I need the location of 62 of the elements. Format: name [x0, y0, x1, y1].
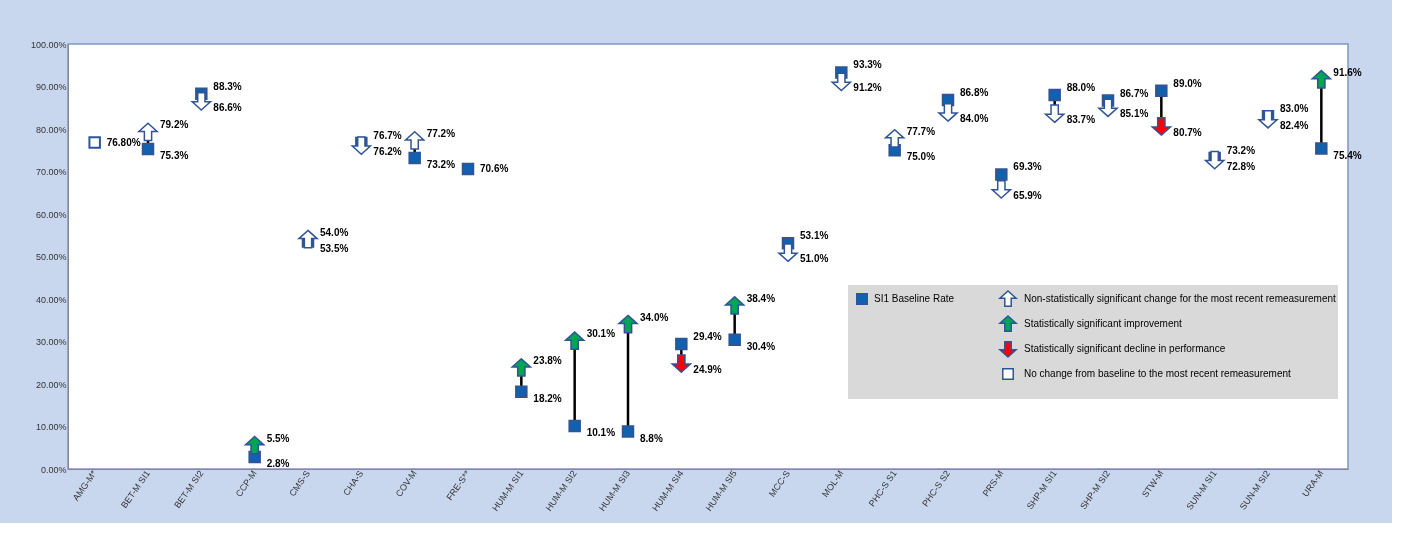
y-tick-label: 90.00%	[35, 82, 67, 92]
data-label: 24.9%	[693, 364, 722, 376]
y-tick-label: 50.00%	[35, 252, 67, 262]
legend-label: Non-statistically significant change for the most recent remeasurement	[1024, 293, 1337, 304]
data-label: 86.8%	[960, 87, 989, 99]
data-label: 80.7%	[1173, 127, 1202, 139]
data-label: 2.8%	[266, 458, 290, 470]
legend-label: Statistically significant improvement	[1024, 318, 1183, 329]
data-label: 34.0%	[640, 311, 669, 323]
data-label: 5.5%	[266, 432, 290, 444]
data-label: 76.80%	[106, 136, 141, 148]
data-label: 10.1%	[586, 427, 616, 439]
data-label: 72.8%	[1226, 160, 1256, 172]
y-tick-label: 80.00%	[35, 124, 67, 135]
data-label: 82.4%	[1280, 119, 1309, 131]
data-label: 85.1%	[1120, 108, 1149, 120]
data-label: 84.0%	[960, 113, 989, 124]
y-tick-label: 70.00%	[35, 167, 67, 177]
data-label: 54.0%	[320, 226, 349, 238]
data-label: 30.4%	[746, 340, 776, 352]
data-label: 70.6%	[480, 162, 509, 174]
data-label: 91.2%	[853, 82, 882, 94]
y-tick-label: 10.00%	[35, 422, 67, 432]
data-label: 75.4%	[1333, 149, 1362, 161]
data-label: 77.2%	[426, 127, 456, 139]
data-label: 30.1%	[586, 328, 616, 340]
data-label: 69.3%	[1013, 161, 1042, 173]
data-label: 29.4%	[693, 331, 722, 343]
data-label: 91.6%	[1333, 66, 1362, 78]
data-label: 23.8%	[533, 354, 562, 366]
legend-label: No change from baseline to the most recent remeasurement	[1024, 368, 1292, 379]
data-label: 51.0%	[800, 253, 829, 265]
y-tick-label: 60.00%	[35, 209, 67, 220]
data-label: 73.2%	[1226, 144, 1256, 156]
data-label: 93.3%	[853, 59, 882, 71]
data-label: 86.6%	[213, 101, 242, 113]
y-tick-label: 40.00%	[35, 294, 67, 305]
data-label: 38.4%	[746, 292, 776, 304]
y-tick-label: 0.00%	[40, 464, 67, 475]
data-label: 79.2%	[160, 119, 189, 131]
data-label: 76.7%	[373, 130, 402, 142]
data-label: 18.2%	[533, 392, 562, 404]
data-label: 75.0%	[906, 151, 936, 163]
data-label: 83.7%	[1066, 114, 1096, 126]
data-label: 83.0%	[1280, 103, 1309, 115]
data-label: 89.0%	[1173, 77, 1202, 89]
data-label: 76.2%	[373, 146, 402, 158]
y-tick-label: 100.00%	[30, 39, 67, 50]
legend-label: Statistically significant decline in performance	[1024, 343, 1226, 354]
data-label: 88.3%	[213, 80, 242, 92]
data-label: 65.9%	[1013, 189, 1042, 201]
data-label: 86.7%	[1120, 87, 1149, 99]
legend-label: SI1 Baseline Rate	[874, 293, 955, 304]
y-tick-label: 30.00%	[35, 337, 67, 347]
data-label: 8.8%	[640, 432, 663, 444]
data-label: 75.3%	[160, 149, 189, 161]
data-label: 73.2%	[426, 158, 456, 170]
data-label: 77.7%	[906, 125, 936, 137]
data-label: 53.1%	[800, 230, 829, 242]
data-label: 88.0%	[1066, 82, 1096, 93]
data-label: 53.5%	[320, 242, 349, 254]
y-tick-label: 20.00%	[35, 379, 67, 390]
